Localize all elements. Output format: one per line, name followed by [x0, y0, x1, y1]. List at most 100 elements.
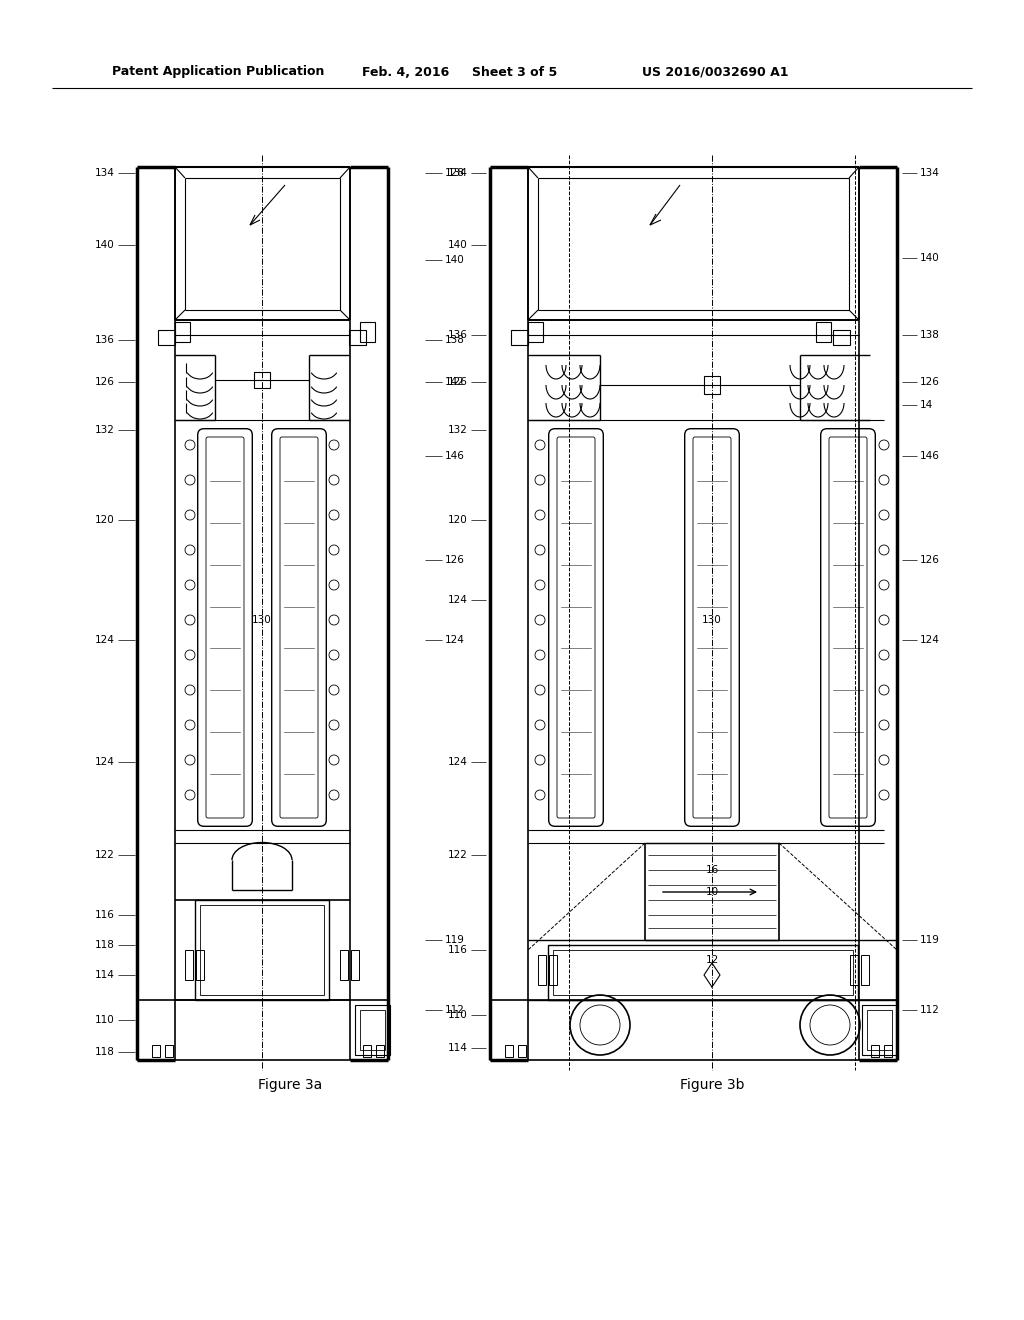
FancyBboxPatch shape	[557, 437, 595, 818]
Text: 134: 134	[95, 168, 115, 178]
Text: 138: 138	[920, 330, 940, 341]
Bar	[254, 372, 270, 388]
Text: 136: 136	[449, 330, 468, 341]
Bar	[548, 945, 858, 1001]
Bar	[518, 1045, 526, 1057]
Text: 122: 122	[95, 850, 115, 861]
Text: 114: 114	[95, 970, 115, 979]
Bar	[355, 1005, 390, 1055]
Text: 140: 140	[920, 253, 940, 263]
Text: Figure 3b: Figure 3b	[680, 1078, 744, 1092]
Bar	[351, 950, 359, 979]
FancyBboxPatch shape	[198, 429, 252, 826]
Text: 140: 140	[449, 240, 468, 249]
Text: 124: 124	[95, 756, 115, 767]
Bar	[376, 1045, 384, 1057]
Bar	[349, 330, 366, 345]
Text: 146: 146	[920, 451, 940, 461]
Bar	[505, 1045, 513, 1057]
Text: 120: 120	[449, 515, 468, 525]
Bar	[538, 954, 546, 985]
Text: 119: 119	[920, 935, 940, 945]
FancyBboxPatch shape	[549, 429, 603, 826]
FancyBboxPatch shape	[693, 437, 731, 818]
Text: 130: 130	[252, 615, 272, 624]
Text: 130: 130	[702, 615, 722, 624]
Text: 116: 116	[95, 909, 115, 920]
Text: 128: 128	[445, 168, 465, 178]
Bar	[185, 950, 193, 979]
Text: 134: 134	[920, 168, 940, 178]
Bar	[705, 376, 720, 393]
Bar	[165, 1045, 173, 1057]
Text: 140: 140	[95, 240, 115, 249]
Bar	[196, 950, 204, 979]
Text: 112: 112	[445, 1005, 465, 1015]
Text: 138: 138	[445, 335, 465, 345]
Text: 112: 112	[920, 1005, 940, 1015]
Text: 118: 118	[95, 940, 115, 950]
Bar	[152, 1045, 160, 1057]
Text: 132: 132	[449, 425, 468, 436]
Text: US 2016/0032690 A1: US 2016/0032690 A1	[642, 66, 788, 78]
FancyBboxPatch shape	[820, 429, 876, 826]
Text: 14: 14	[920, 400, 933, 411]
Text: 120: 120	[95, 515, 115, 525]
Bar	[340, 950, 348, 979]
Text: 124: 124	[449, 595, 468, 605]
Bar	[528, 322, 543, 342]
Text: 118: 118	[95, 1047, 115, 1057]
Bar	[511, 330, 528, 345]
Text: 126: 126	[445, 554, 465, 565]
Bar	[867, 1010, 892, 1049]
Text: 132: 132	[95, 425, 115, 436]
Bar	[833, 330, 850, 345]
FancyBboxPatch shape	[206, 437, 244, 818]
Text: 136: 136	[95, 335, 115, 345]
Text: 126: 126	[449, 378, 468, 387]
Text: 114: 114	[449, 1043, 468, 1053]
Text: 124: 124	[920, 635, 940, 645]
Text: Patent Application Publication: Patent Application Publication	[112, 66, 325, 78]
Text: 116: 116	[449, 945, 468, 954]
Bar	[200, 906, 324, 995]
Bar	[158, 330, 175, 345]
Bar	[871, 1045, 879, 1057]
Bar	[884, 1045, 892, 1057]
Text: 16: 16	[706, 865, 719, 875]
Text: 110: 110	[95, 1015, 115, 1026]
Bar	[360, 322, 375, 342]
Text: Sheet 3 of 5: Sheet 3 of 5	[472, 66, 557, 78]
Text: 126: 126	[95, 378, 115, 387]
Text: Feb. 4, 2016: Feb. 4, 2016	[362, 66, 450, 78]
Bar	[816, 322, 831, 342]
Text: 142: 142	[445, 378, 465, 387]
Bar	[850, 954, 858, 985]
Text: 134: 134	[449, 168, 468, 178]
Bar	[195, 900, 329, 1001]
Text: Figure 3a: Figure 3a	[258, 1078, 323, 1092]
FancyBboxPatch shape	[829, 437, 867, 818]
Bar	[862, 1005, 897, 1055]
Text: 110: 110	[449, 1010, 468, 1020]
Text: 122: 122	[449, 850, 468, 861]
Bar	[362, 1045, 371, 1057]
Text: 124: 124	[445, 635, 465, 645]
FancyBboxPatch shape	[280, 437, 318, 818]
Text: 140: 140	[445, 255, 465, 265]
Bar	[549, 954, 557, 985]
Bar	[553, 950, 853, 995]
Text: 126: 126	[920, 378, 940, 387]
Text: 124: 124	[95, 635, 115, 645]
Bar	[175, 322, 190, 342]
Text: 124: 124	[449, 756, 468, 767]
FancyBboxPatch shape	[685, 429, 739, 826]
Text: 146: 146	[445, 451, 465, 461]
Text: 126: 126	[920, 554, 940, 565]
Text: 10: 10	[706, 887, 719, 898]
FancyBboxPatch shape	[271, 429, 327, 826]
Text: 119: 119	[445, 935, 465, 945]
Text: 12: 12	[706, 954, 719, 965]
Bar	[360, 1010, 385, 1049]
Bar	[861, 954, 869, 985]
